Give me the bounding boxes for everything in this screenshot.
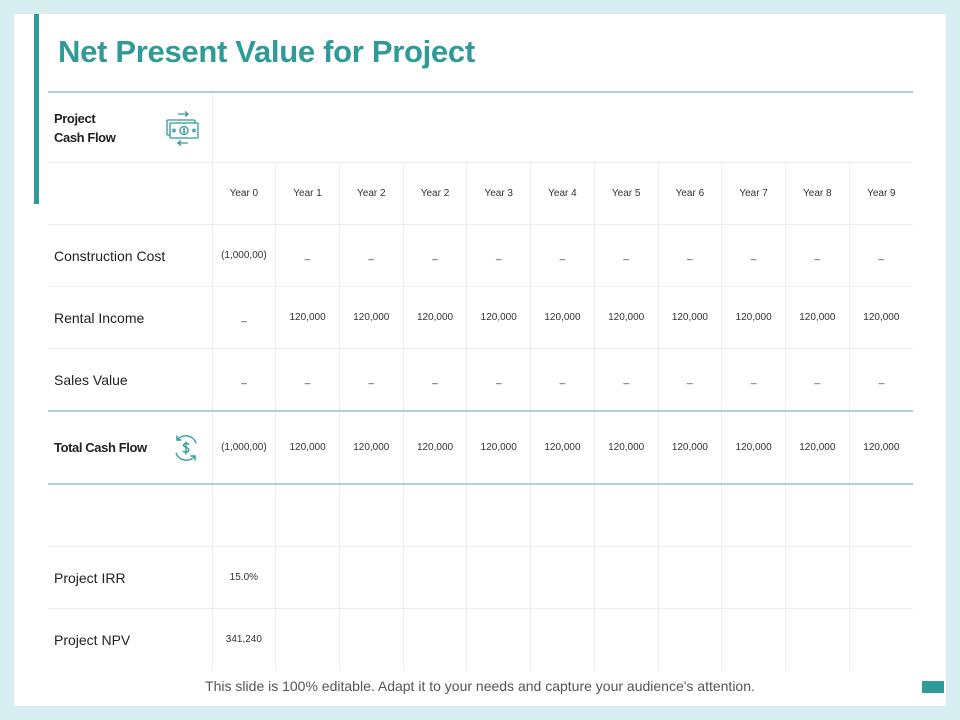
value-cell: _ bbox=[275, 224, 340, 287]
value-cell: 120,000 bbox=[785, 286, 850, 349]
header-row: Project Cash Flow bbox=[48, 91, 913, 163]
total-value-cell: 120,000 bbox=[658, 411, 723, 485]
header-label-line2: Cash Flow bbox=[54, 129, 116, 145]
npv-row: Project NPV 341,240 bbox=[48, 608, 913, 670]
footer-note: This slide is 100% editable. Adapt it to… bbox=[205, 678, 755, 694]
corner-mark bbox=[922, 681, 944, 693]
year-cell: Year 2 bbox=[339, 162, 404, 225]
row-label: Construction Cost bbox=[48, 224, 213, 287]
value-cell: 120,000 bbox=[275, 286, 340, 349]
value-cell: _ bbox=[403, 224, 468, 287]
total-value-cell: 120,000 bbox=[466, 411, 532, 485]
value-cell: 120,000 bbox=[530, 286, 595, 349]
year-cell: Year 6 bbox=[658, 162, 723, 225]
value-cell: _ bbox=[530, 224, 595, 287]
year-cell: Year 5 bbox=[594, 162, 659, 225]
value-cell: _ bbox=[466, 224, 532, 287]
table-row: Rental Income _ 120,000 120,000 120,000 … bbox=[48, 286, 913, 349]
value-cell: _ bbox=[594, 224, 659, 287]
year-cell: Year 7 bbox=[721, 162, 786, 225]
value-cell: _ bbox=[785, 224, 850, 287]
header-label-cell: Project Cash Flow bbox=[48, 91, 213, 163]
table-row: Sales Value _ _ _ _ _ _ _ _ _ _ _ bbox=[48, 348, 913, 412]
slide: Net Present Value for Project Project Ca… bbox=[14, 14, 946, 706]
value-cell: _ bbox=[849, 348, 913, 412]
dollar-cycle-icon bbox=[170, 432, 202, 464]
value-cell: 120,000 bbox=[594, 286, 659, 349]
value-cell: _ bbox=[658, 348, 723, 412]
total-value-cell: (1,000,00) bbox=[212, 411, 277, 485]
value-cell: _ bbox=[212, 286, 277, 349]
years-label-cell bbox=[48, 162, 213, 225]
total-row: Total Cash Flow bbox=[48, 411, 913, 485]
value-cell: _ bbox=[403, 348, 468, 412]
value-cell: _ bbox=[658, 224, 723, 287]
value-cell: _ bbox=[721, 348, 786, 412]
spacer-row bbox=[48, 484, 913, 547]
money-exchange-icon bbox=[164, 109, 202, 147]
year-cell: Year 9 bbox=[849, 162, 913, 225]
value-cell: _ bbox=[275, 348, 340, 412]
value-cell: 120,000 bbox=[721, 286, 786, 349]
accent-bar bbox=[34, 14, 39, 204]
value-cell: 120,000 bbox=[658, 286, 723, 349]
header-blank-cell bbox=[212, 91, 913, 163]
total-value-cell: 120,000 bbox=[275, 411, 340, 485]
page-title: Net Present Value for Project bbox=[58, 34, 475, 69]
value-cell: _ bbox=[721, 224, 786, 287]
total-value-cell: 120,000 bbox=[785, 411, 850, 485]
value-cell: _ bbox=[212, 348, 277, 412]
value-cell: _ bbox=[530, 348, 595, 412]
value-cell: (1,000,00) bbox=[212, 224, 277, 287]
year-cell: Year 3 bbox=[466, 162, 532, 225]
year-cell: Year 4 bbox=[530, 162, 595, 225]
total-value-cell: 120,000 bbox=[530, 411, 595, 485]
header-label: Project Cash Flow bbox=[54, 109, 116, 147]
year-cell: Year 0 bbox=[212, 162, 277, 225]
value-cell: 120,000 bbox=[466, 286, 532, 349]
year-cell: Year 1 bbox=[275, 162, 340, 225]
value-cell: 120,000 bbox=[403, 286, 468, 349]
total-value-cell: 120,000 bbox=[339, 411, 404, 485]
row-label: Rental Income bbox=[48, 286, 213, 349]
value-cell: 120,000 bbox=[849, 286, 913, 349]
value-cell: _ bbox=[849, 224, 913, 287]
npv-value: 341,240 bbox=[212, 608, 277, 670]
total-label: Total Cash Flow bbox=[54, 440, 147, 455]
value-cell: _ bbox=[339, 348, 404, 412]
value-cell: _ bbox=[339, 224, 404, 287]
header-label-line1: Project bbox=[54, 110, 96, 126]
row-label: Sales Value bbox=[48, 348, 213, 412]
irr-label: Project IRR bbox=[48, 546, 213, 609]
total-label-cell: Total Cash Flow bbox=[48, 411, 213, 485]
total-value-cell: 120,000 bbox=[721, 411, 786, 485]
npv-label: Project NPV bbox=[48, 608, 213, 670]
value-cell: _ bbox=[594, 348, 659, 412]
irr-row: Project IRR 15.0% bbox=[48, 546, 913, 609]
total-value-cell: 120,000 bbox=[849, 411, 913, 485]
years-row: Year 0 Year 1 Year 2 Year 2 Year 3 Year … bbox=[48, 162, 913, 225]
irr-value: 15.0% bbox=[212, 546, 277, 609]
value-cell: _ bbox=[785, 348, 850, 412]
year-cell: Year 8 bbox=[785, 162, 850, 225]
total-value-cell: 120,000 bbox=[403, 411, 468, 485]
npv-table: Project Cash Flow bbox=[48, 91, 913, 670]
table-row: Construction Cost (1,000,00) _ _ _ _ _ _… bbox=[48, 224, 913, 287]
total-value-cell: 120,000 bbox=[594, 411, 659, 485]
value-cell: 120,000 bbox=[339, 286, 404, 349]
value-cell: _ bbox=[466, 348, 532, 412]
year-cell: Year 2 bbox=[403, 162, 468, 225]
